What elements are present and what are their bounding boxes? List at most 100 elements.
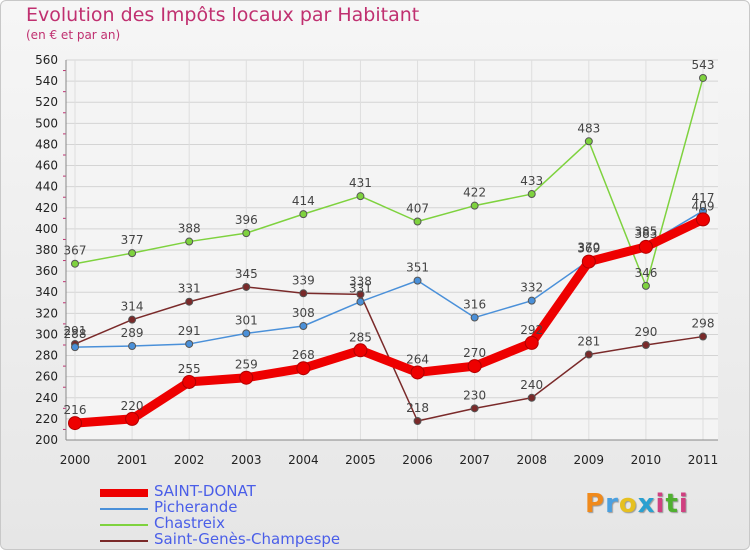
data-label: 259 — [235, 358, 258, 372]
y-tick-label: 260 — [35, 370, 58, 384]
legend-swatch — [100, 489, 148, 497]
data-label: 396 — [235, 213, 258, 227]
data-label: 316 — [463, 298, 486, 312]
data-label: 338 — [349, 274, 372, 288]
data-point — [524, 335, 539, 350]
x-tick-label: 2005 — [345, 453, 376, 467]
data-label: 351 — [406, 261, 429, 275]
data-point — [242, 282, 251, 291]
y-tick-label: 500 — [35, 116, 58, 130]
data-point — [699, 73, 707, 82]
y-tick-label: 280 — [35, 349, 58, 363]
data-point — [581, 254, 596, 269]
data-label: 292 — [520, 323, 543, 337]
data-point — [584, 137, 593, 146]
y-tick-label: 200 — [35, 433, 58, 447]
data-label: 331 — [178, 282, 201, 296]
y-tick-label: 360 — [35, 264, 58, 278]
y-tick-label: 560 — [35, 53, 58, 67]
data-point — [242, 229, 251, 238]
x-tick-label: 2000 — [60, 453, 91, 467]
y-tick-label: 340 — [35, 285, 58, 299]
data-point — [185, 297, 194, 306]
legend-label: Picherande — [154, 498, 238, 516]
y-tick-label: 400 — [35, 222, 58, 236]
data-label: 270 — [463, 346, 486, 360]
data-point — [353, 343, 368, 358]
chart-title: Evolution des Impôts locaux par Habitant — [26, 4, 420, 26]
legend-swatch — [100, 540, 148, 542]
legend-label: SAINT-DONAT — [154, 482, 256, 500]
data-label: 255 — [178, 362, 201, 376]
data-label: 264 — [406, 352, 429, 366]
data-label: 431 — [349, 176, 372, 190]
y-tick-label: 520 — [35, 95, 58, 109]
x-tick-label: 2002 — [174, 453, 205, 467]
data-point — [527, 296, 536, 305]
y-tick-label: 300 — [35, 327, 58, 341]
data-point — [128, 315, 137, 324]
data-point — [71, 259, 79, 268]
data-label: 385 — [634, 225, 657, 239]
data-label: 314 — [121, 300, 144, 314]
data-label: 483 — [577, 121, 600, 135]
y-tick-label: 240 — [35, 391, 58, 405]
data-label: 407 — [406, 202, 429, 216]
data-label: 288 — [64, 327, 87, 341]
data-point — [413, 417, 422, 425]
data-point — [584, 350, 593, 359]
data-point — [299, 289, 308, 298]
data-point — [638, 239, 653, 254]
data-point — [470, 201, 479, 210]
data-label: 346 — [634, 266, 657, 280]
data-point — [128, 249, 137, 258]
data-point — [470, 404, 479, 413]
x-tick-label: 2003 — [231, 453, 262, 467]
data-label: 339 — [292, 273, 315, 287]
data-point — [125, 411, 140, 426]
data-point — [467, 359, 482, 374]
data-label: 383 — [634, 227, 657, 241]
proxiti-logo: Proxiti — [585, 489, 689, 519]
data-point — [699, 332, 707, 341]
legend-label: Chastreix — [154, 514, 225, 532]
data-label: 290 — [634, 325, 657, 339]
data-label: 291 — [64, 324, 87, 338]
data-label: 240 — [520, 378, 543, 392]
data-point — [299, 210, 308, 219]
data-label: 216 — [64, 403, 87, 417]
data-point — [413, 276, 422, 285]
chart-subtitle: (en € et par an) — [26, 28, 121, 42]
data-label: 367 — [64, 244, 87, 258]
y-tick-label: 480 — [35, 137, 58, 151]
x-tick-label: 2009 — [574, 453, 605, 467]
x-tick-label: 2007 — [459, 453, 490, 467]
data-label: 289 — [121, 326, 144, 340]
data-point — [356, 192, 365, 201]
data-label: 220 — [121, 399, 144, 413]
data-label: 433 — [520, 174, 543, 188]
data-label: 422 — [463, 186, 486, 200]
data-label: 281 — [577, 335, 600, 349]
x-tick-label: 2004 — [288, 453, 319, 467]
data-point — [413, 217, 422, 226]
data-point — [296, 361, 311, 376]
data-point — [185, 339, 194, 348]
data-point — [185, 237, 194, 246]
y-tick-label: 220 — [35, 412, 58, 426]
data-point — [470, 313, 479, 322]
data-point — [242, 329, 251, 338]
data-point — [68, 416, 82, 431]
data-label: 417 — [692, 191, 715, 205]
data-label: 377 — [121, 233, 144, 247]
data-point — [239, 370, 254, 385]
data-point — [71, 343, 79, 352]
data-point — [696, 212, 710, 227]
data-label: 230 — [463, 388, 486, 402]
y-tick-label: 540 — [35, 74, 58, 88]
data-point — [527, 190, 536, 199]
y-tick-label: 320 — [35, 306, 58, 320]
series-line-0 — [74, 215, 705, 428]
data-label: 298 — [692, 317, 715, 331]
